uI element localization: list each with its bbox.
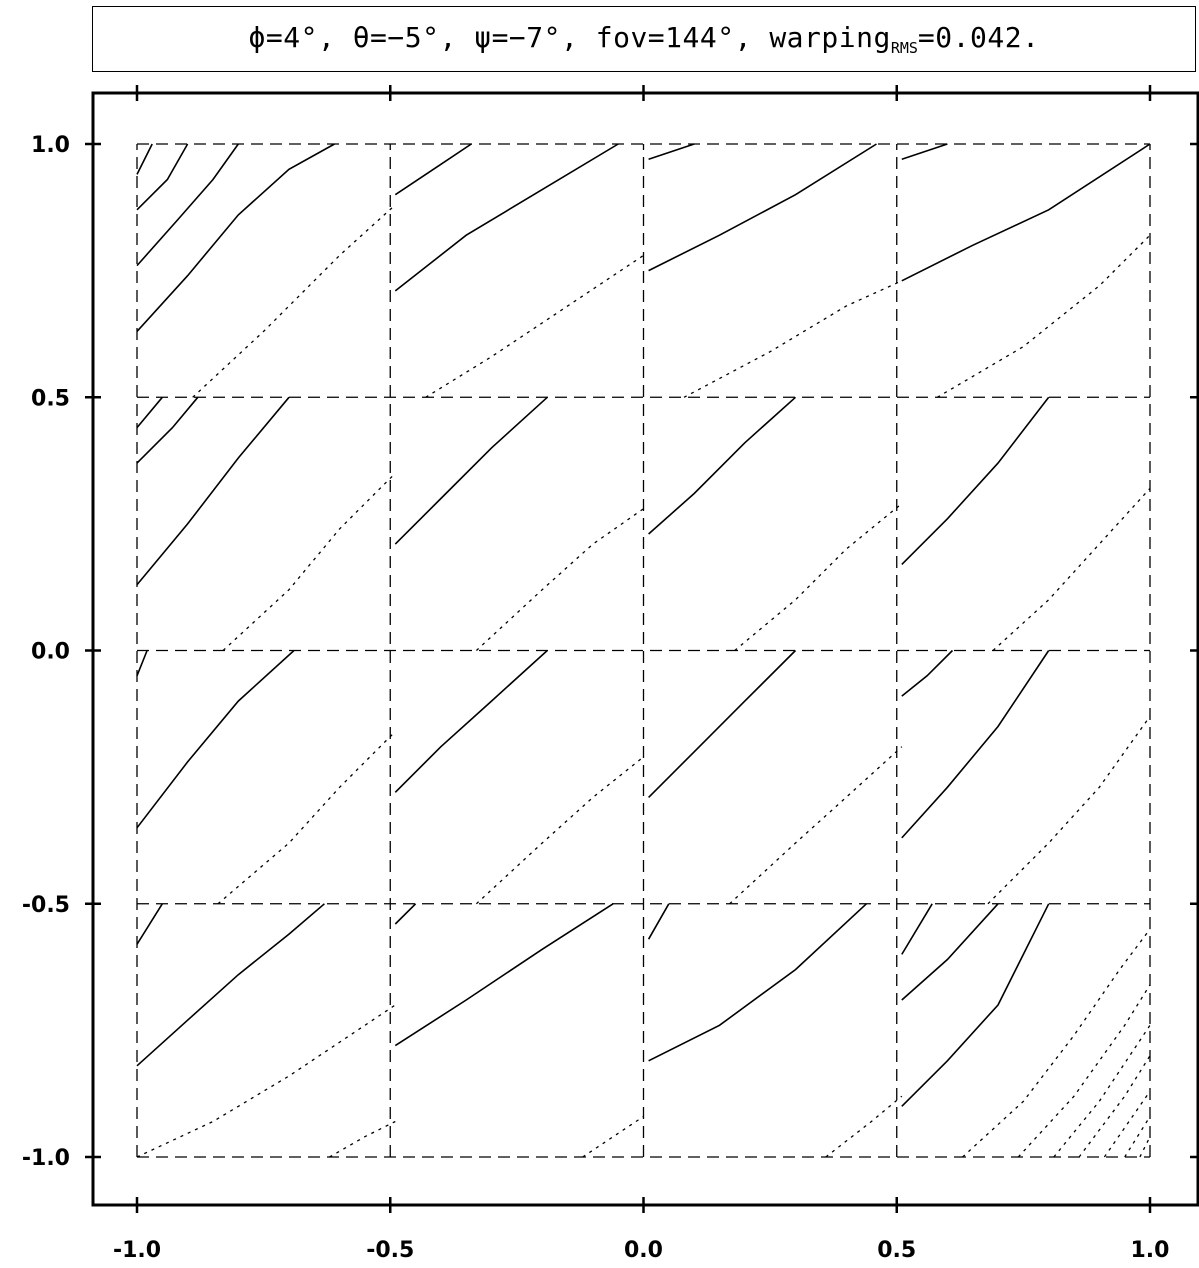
title-warping-value: =0.042. [917, 21, 1040, 54]
x-tick-label-4: 1.0 [1131, 1238, 1170, 1263]
solid-curve-4 [394, 143, 472, 196]
dotted-curve-10 [729, 746, 903, 905]
title-fov: fov=144°, [595, 21, 752, 54]
solid-curve-27 [648, 903, 867, 1062]
solid-curve-18 [394, 649, 548, 793]
solid-curve-12 [136, 396, 290, 586]
y-tick-label-1: 0.5 [31, 386, 70, 411]
solid-curve-30 [901, 903, 1050, 1107]
x-tick-label-2: 0.0 [624, 1238, 663, 1263]
solid-curve-20 [901, 649, 954, 697]
dotted-curve-0 [192, 204, 396, 398]
dotted-curve-14 [582, 1115, 644, 1158]
dotted-curve-12 [136, 1004, 396, 1158]
title-psi: ψ=−7°, [474, 21, 579, 54]
dotted-curve-9 [475, 756, 644, 905]
dotted-curve-19 [1078, 1055, 1151, 1158]
ticks-layer [85, 85, 1198, 1213]
solid-curve-17 [136, 649, 295, 829]
dotted-curve-18 [1053, 1024, 1151, 1158]
dotted-curve-17 [1017, 984, 1151, 1158]
dotted-curve-8 [217, 731, 396, 905]
solid-curve-2 [136, 143, 239, 267]
solid-curve-9 [901, 143, 1151, 282]
solid-curve-19 [648, 649, 797, 798]
dotted-curve-2 [683, 280, 903, 398]
dotted-curve-7 [992, 487, 1151, 651]
dotted-curve-6 [734, 503, 903, 651]
solid-curve-21 [901, 650, 1050, 839]
solid-curve-10 [136, 396, 163, 429]
dotted-curve-11 [987, 715, 1151, 905]
solid-curve-0 [136, 143, 153, 175]
x-tick-label-0: -1.0 [113, 1238, 161, 1263]
dotted-curve-13 [329, 1120, 396, 1158]
dotted-curve-5 [475, 508, 644, 651]
dotted-curve-20 [1103, 1090, 1151, 1158]
solid-curve-22 [136, 903, 163, 945]
y-tick-label-2: 0.0 [31, 640, 70, 665]
solid-curve-23 [136, 903, 325, 1067]
solid-curve-11 [136, 396, 199, 464]
solid-curve-28 [901, 903, 933, 955]
dotted-curve-15 [825, 1095, 903, 1158]
solid-curve-13 [394, 396, 548, 545]
solid-curve-14 [648, 396, 797, 535]
title-warping-subscript: RMS [890, 39, 918, 57]
solid-curve-3 [136, 143, 335, 332]
solid-curve-1 [136, 143, 189, 211]
y-tick-label-3: -0.5 [22, 893, 70, 918]
dotted-curve-22 [1139, 1136, 1151, 1158]
series-layer [136, 143, 1151, 1158]
dotted-curve-1 [425, 254, 644, 398]
dotted-curve-3 [936, 234, 1151, 398]
solid-curve-24 [394, 903, 417, 925]
solid-curve-26 [647, 903, 670, 940]
title-warping-label: warping [769, 21, 891, 54]
plot-frame [91, 91, 1199, 1207]
title-box: ϕ=4°, θ=−5°, ψ=−7°, fov=144°, warpingRMS… [92, 6, 1196, 72]
dotted-curve-4 [222, 472, 396, 651]
x-tick-label-3: 0.5 [877, 1238, 916, 1263]
solid-curve-5 [394, 143, 619, 292]
title-theta: θ=−5°, [352, 21, 457, 54]
x-tick-label-1: -0.5 [366, 1238, 414, 1263]
solid-curve-6 [648, 143, 695, 160]
grid-layer [136, 143, 1151, 1158]
solid-curve-29 [901, 903, 999, 1001]
chart-title: ϕ=4°, θ=−5°, ψ=−7°, fov=144°, warpingRMS… [249, 21, 1040, 57]
y-tick-label-0: 1.0 [31, 133, 70, 158]
solid-curve-25 [394, 903, 614, 1047]
title-phi: ϕ=4°, [248, 21, 336, 54]
solid-curve-7 [648, 143, 877, 272]
y-tick-label-4: -1.0 [22, 1146, 70, 1171]
labels-layer: -1.0 -0.5 0.0 0.5 1.0 1.0 0.5 0.0 -0.5 -1.0 [22, 133, 1170, 1263]
dotted-curve-16 [962, 928, 1151, 1158]
solid-curve-15 [901, 396, 1050, 565]
solid-curve-16 [136, 650, 148, 677]
solid-curve-8 [901, 143, 948, 160]
